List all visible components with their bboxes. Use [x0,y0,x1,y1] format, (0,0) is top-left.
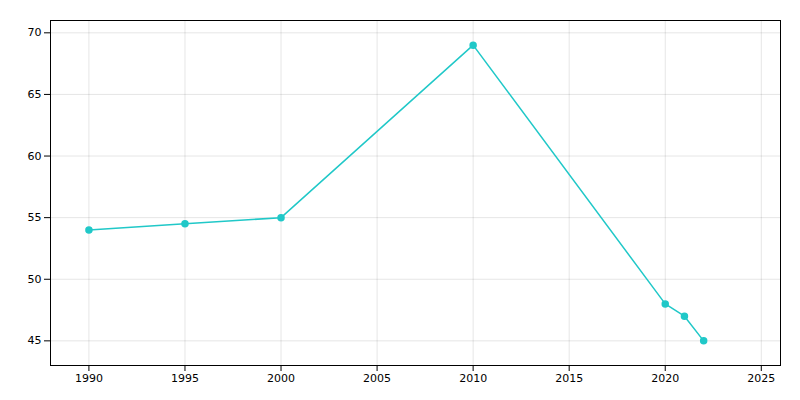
svg-text:2010: 2010 [459,372,487,385]
svg-text:1990: 1990 [75,372,103,385]
svg-text:55: 55 [28,211,42,224]
svg-text:2020: 2020 [651,372,679,385]
svg-text:50: 50 [28,273,42,286]
svg-text:1995: 1995 [171,372,199,385]
svg-text:2025: 2025 [747,372,775,385]
svg-text:65: 65 [28,88,42,101]
svg-text:2000: 2000 [267,372,295,385]
svg-text:2015: 2015 [555,372,583,385]
svg-text:2005: 2005 [363,372,391,385]
svg-text:70: 70 [28,26,42,39]
svg-text:60: 60 [28,150,42,163]
svg-text:45: 45 [28,334,42,347]
